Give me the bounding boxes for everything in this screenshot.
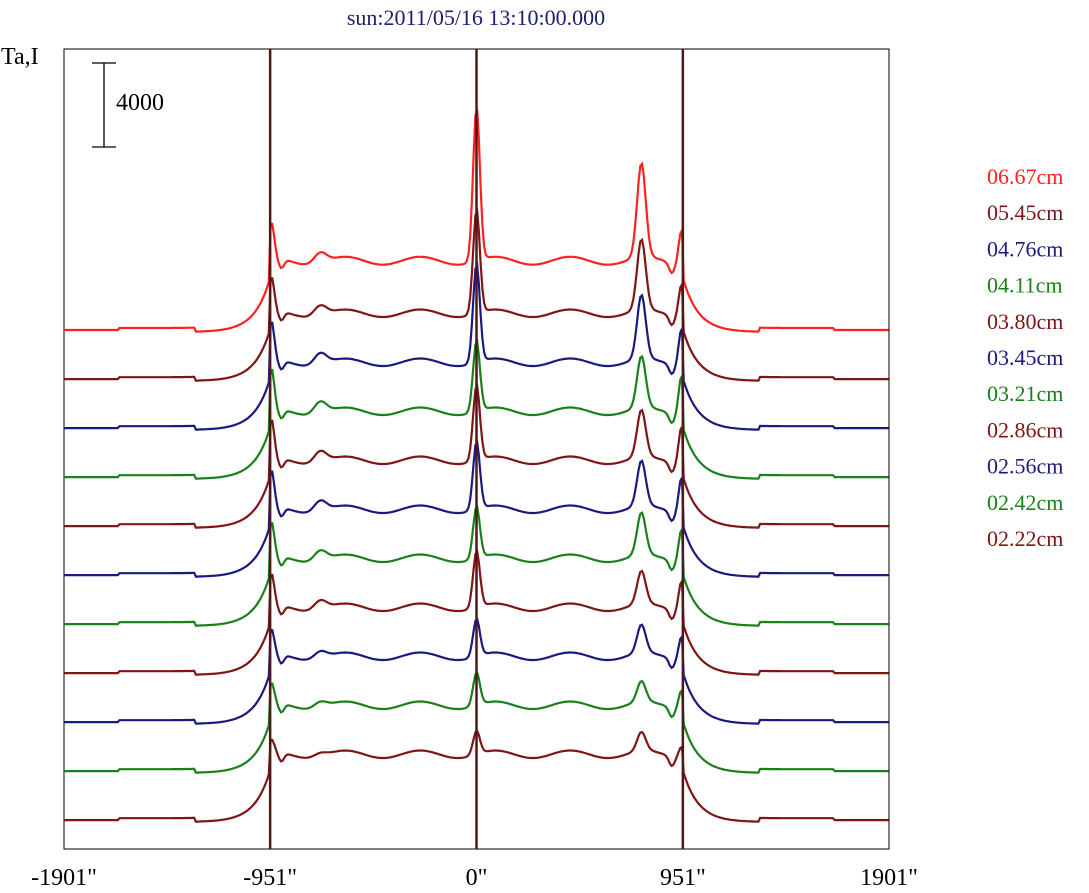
legend-item: 04.76cm	[987, 236, 1063, 261]
legend-item: 03.21cm	[987, 381, 1063, 406]
x-tick-label: -1901"	[31, 865, 97, 891]
scale-bar: 4000	[92, 62, 164, 148]
legend-item: 03.45cm	[987, 345, 1063, 370]
legend-item: 04.11cm	[987, 273, 1063, 298]
legend-item: 03.80cm	[987, 309, 1063, 334]
chart-title: sun:2011/05/16 13:10:00.000	[347, 5, 605, 30]
y-axis-label: Ta,I	[1, 44, 39, 70]
marker-lines	[268, 49, 685, 849]
x-tick-label: -951"	[243, 865, 297, 891]
legend-item: 02.22cm	[987, 526, 1063, 551]
legend-item: 02.56cm	[987, 454, 1063, 479]
legend-item: 02.42cm	[987, 490, 1063, 515]
legend: 06.67cm 05.45cm 04.76cm 04.11cm 03.80cm 03.45…	[987, 164, 1063, 551]
legend-item: 05.45cm	[987, 200, 1063, 225]
x-tick-label: 951"	[660, 865, 706, 891]
scale-bar-label: 4000	[116, 90, 164, 116]
x-tick-label: 1901"	[860, 865, 918, 891]
x-tick-label: 0"	[466, 865, 488, 891]
legend-item: 06.67cm	[987, 164, 1063, 189]
x-ticks: -1901" -951" 0" 951" 1901"	[31, 865, 918, 891]
legend-item: 02.86cm	[987, 417, 1063, 442]
